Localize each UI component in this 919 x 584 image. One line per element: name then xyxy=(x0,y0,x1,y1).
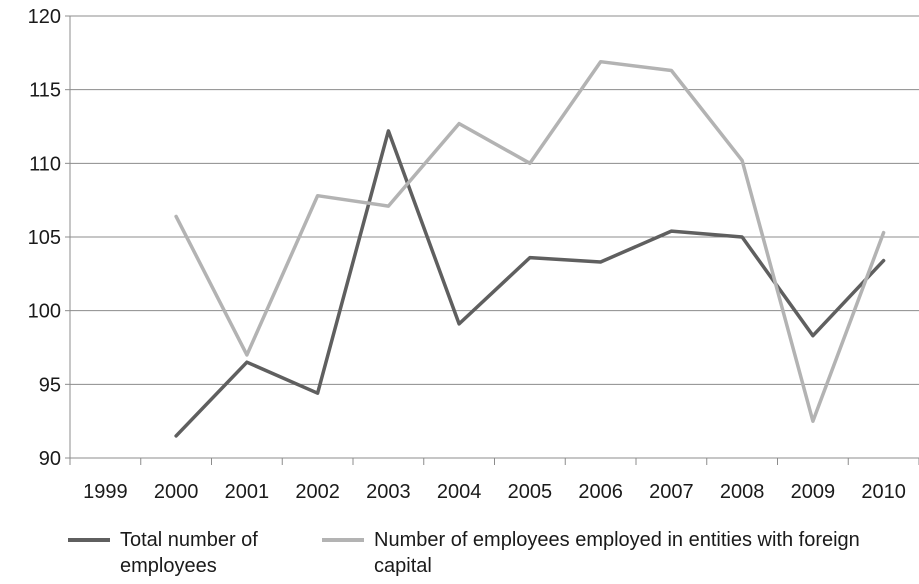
legend-label-foreign-capital-employees: Number of employees employed in entities… xyxy=(374,529,860,577)
grid-lines xyxy=(70,15,919,385)
y-tick-label-110: 110 xyxy=(29,153,61,175)
x-tick-label-2010: 2010 xyxy=(861,481,906,503)
y-tick-label-95: 95 xyxy=(39,374,61,396)
y-tick-label-90: 90 xyxy=(39,448,61,470)
legend-item-foreign-capital-employees: Number of employees employed in entities… xyxy=(322,527,882,579)
axes xyxy=(65,15,919,465)
y-tick-label-100: 100 xyxy=(28,301,61,323)
series-line-1 xyxy=(174,59,886,423)
x-tick-label-2003: 2003 xyxy=(366,481,411,503)
x-tick-label-2002: 2002 xyxy=(295,481,340,503)
series-lines xyxy=(174,59,886,438)
legend-label-total-employees: Total number of employees xyxy=(120,529,258,577)
x-axis-tick-labels: 1999 2000 2001 2002 2003 2004 2005 2006 2007 2008… xyxy=(83,481,906,503)
x-tick-label-1999: 1999 xyxy=(83,481,128,503)
legend-swatch-foreign-capital-employees xyxy=(322,538,364,542)
x-tick-label-2006: 2006 xyxy=(578,481,623,503)
line-chart: 90 95 100 105 110 115 120 1999 2000 2001 2002 2003… xyxy=(28,6,919,503)
legend-item-total-employees: Total number of employees xyxy=(68,527,303,579)
series-line-0 xyxy=(174,129,886,438)
legend: Total number of employees Number of empl… xyxy=(0,527,919,584)
x-tick-label-2001: 2001 xyxy=(225,481,270,503)
y-tick-label-115: 115 xyxy=(29,80,61,102)
x-tick-label-2008: 2008 xyxy=(720,481,765,503)
x-tick-label-2007: 2007 xyxy=(649,481,694,503)
x-tick-label-2009: 2009 xyxy=(791,481,836,503)
y-axis-tick-labels: 90 95 100 105 110 115 120 xyxy=(28,6,61,470)
x-tick-label-2000: 2000 xyxy=(154,481,199,503)
x-tick-label-2005: 2005 xyxy=(508,481,553,503)
x-tick-label-2004: 2004 xyxy=(437,481,482,503)
legend-swatch-total-employees xyxy=(68,538,110,542)
y-tick-label-120: 120 xyxy=(28,6,61,28)
y-tick-label-105: 105 xyxy=(28,227,61,249)
